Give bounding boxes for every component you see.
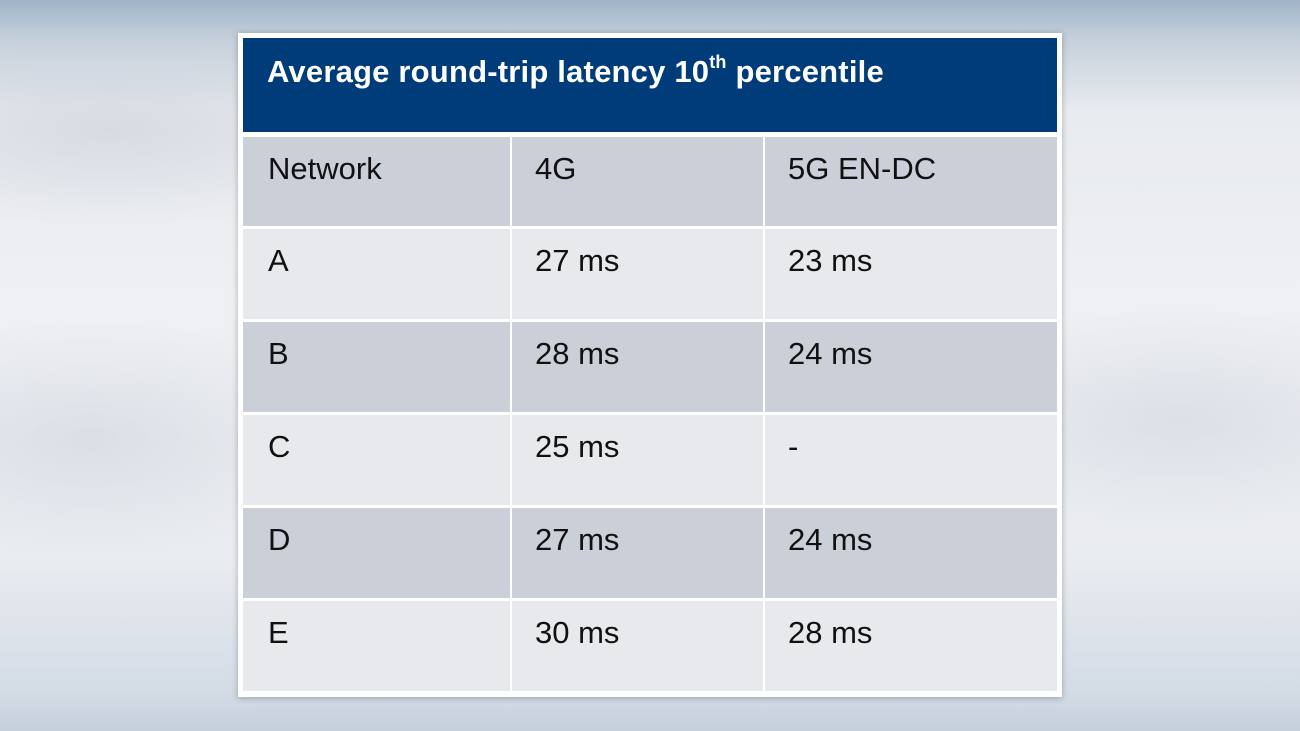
column-header-5g-en-dc: 5G EN-DC — [765, 137, 1057, 226]
table-cell-5g-latency: 24 ms — [765, 508, 1057, 598]
table-cell-network: A — [243, 229, 510, 319]
table-cell-5g-latency: 24 ms — [765, 322, 1057, 412]
table-cell-5g-latency: - — [765, 415, 1057, 505]
table-cell-network: D — [243, 508, 510, 598]
column-header-4g: 4G — [512, 137, 763, 226]
table-cell-network: B — [243, 322, 510, 412]
table-cell-network: C — [243, 415, 510, 505]
table-cell-4g-latency: 27 ms — [512, 229, 763, 319]
table-cell-4g-latency: 25 ms — [512, 415, 763, 505]
table-cell-network: E — [243, 601, 510, 691]
table-title-rest: percentile — [726, 54, 884, 89]
latency-table-card: Average round-trip latency 10th percenti… — [238, 33, 1062, 697]
table-title: Average round-trip latency 10th percenti… — [243, 38, 1057, 132]
table-cell-4g-latency: 27 ms — [512, 508, 763, 598]
table-cell-5g-latency: 23 ms — [765, 229, 1057, 319]
table-title-main: Average round-trip latency 10 — [267, 54, 710, 89]
table-cell-4g-latency: 30 ms — [512, 601, 763, 691]
column-header-network: Network — [243, 137, 510, 226]
table-cell-4g-latency: 28 ms — [512, 322, 763, 412]
table-cell-5g-latency: 28 ms — [765, 601, 1057, 691]
latency-table: Network 4G 5G EN-DC A 27 ms 23 ms B 28 m… — [243, 137, 1057, 692]
table-title-superscript: th — [709, 52, 727, 72]
